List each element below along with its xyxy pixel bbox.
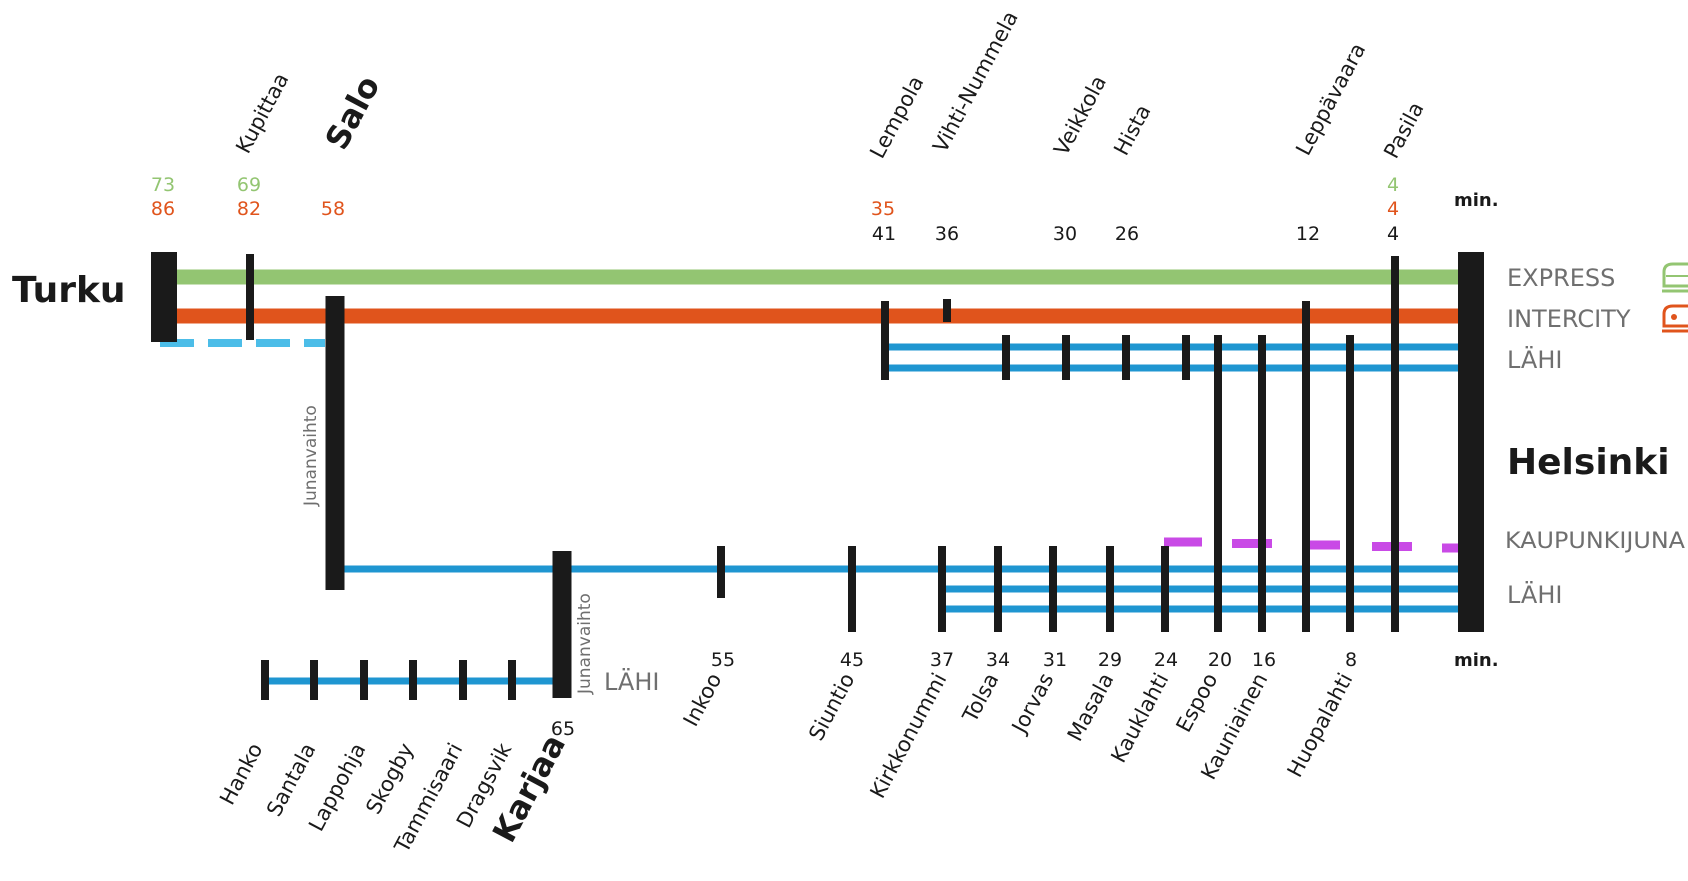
travel-time-bottom: 16 — [1252, 649, 1276, 671]
station-label-espoo: Espoo — [1172, 669, 1223, 736]
travel-time-bottom: 37 — [930, 649, 954, 671]
travel-time-lahi: 26 — [1115, 223, 1139, 245]
station-label-kupittaa: Kupittaa — [231, 69, 293, 157]
legend-express: EXPRESS — [1507, 264, 1615, 292]
travel-time-intercity: 35 — [871, 198, 895, 220]
travel-time-lahi: 4 — [1387, 223, 1399, 245]
station-bar-karjaa — [552, 551, 572, 698]
station-tick-pasila — [1391, 256, 1399, 632]
transfer-label-salo: Junanvaihto — [301, 405, 321, 507]
station-tick-masala — [1106, 546, 1114, 632]
station-label-jorvas: Jorvas — [1006, 669, 1058, 738]
travel-time-bottom: 31 — [1043, 649, 1067, 671]
station-label-siuntio: Siuntio — [804, 669, 859, 744]
station-label-veikkola: Veikkola — [1049, 72, 1111, 160]
legend-intercity: INTERCITY — [1507, 305, 1631, 333]
terminus-bar-turku — [151, 252, 177, 342]
travel-time-express: 69 — [237, 174, 261, 196]
travel-time-bottom: 55 — [711, 649, 735, 671]
station-label-leppavaara: Leppävaara — [1291, 39, 1370, 159]
travel-time-bottom: 65 — [551, 718, 575, 740]
train-icon — [1662, 262, 1688, 293]
station-label-masala: Masala — [1063, 669, 1119, 745]
station-label-lempola: Lempola — [865, 72, 928, 162]
terminus-label-helsinki: Helsinki — [1507, 442, 1670, 483]
station-label-hanko: Hanko — [215, 739, 267, 809]
travel-time-bottom: 20 — [1208, 649, 1232, 671]
station-tick-leppavaara — [1302, 301, 1310, 632]
station-label-inkoo: Inkoo — [679, 669, 727, 730]
travel-time-bottom: 24 — [1154, 649, 1178, 671]
station-label-salo: Salo — [318, 69, 388, 155]
station-label-hista: Hista — [1109, 101, 1155, 160]
station-tick-lahi-stop — [1002, 335, 1010, 380]
station-tick-huopalahti — [1346, 335, 1354, 632]
station-bar-salo — [325, 296, 345, 590]
travel-time-lahi: 41 — [872, 223, 896, 245]
travel-time-intercity: 58 — [321, 198, 345, 220]
travel-time-lahi: 30 — [1053, 223, 1077, 245]
station-tick-lempola — [881, 301, 889, 380]
station-tick-tolsa — [994, 546, 1002, 632]
legend-lahi-branch: LÄHI — [604, 667, 659, 696]
transfer-label-karjaa: Junanvaihto — [575, 593, 595, 695]
station-tick-veikkola — [1062, 335, 1070, 380]
unit-label-bottom: min. — [1454, 650, 1499, 671]
terminus-bar-helsinki — [1458, 252, 1484, 632]
legend-kaupunkijuna: KAUPUNKIJUNA — [1505, 529, 1685, 554]
legend-lahi-bottom: LÄHI — [1507, 580, 1562, 609]
terminus-label-turku: Turku — [12, 270, 126, 311]
intercity-train-icon — [1662, 304, 1688, 333]
station-label-vihti-nummela: Vihti-Nummela — [928, 7, 1023, 156]
station-tick-lahi-stop — [1182, 335, 1190, 380]
travel-time-bottom: 45 — [840, 649, 864, 671]
station-tick-kupittaa — [246, 254, 254, 340]
travel-time-lahi: 12 — [1296, 223, 1320, 245]
travel-time-express: 4 — [1387, 174, 1399, 196]
station-tick-dragsvik — [508, 660, 516, 700]
station-label-kirkkonummi: Kirkkonummi — [865, 669, 951, 802]
travel-time-bottom: 34 — [986, 649, 1010, 671]
station-tick-hista — [1122, 335, 1130, 380]
station-label-huopalahti: Huopalahti — [1283, 669, 1358, 781]
station-tick-lappohja — [360, 660, 368, 700]
unit-label-top: min. — [1454, 190, 1499, 211]
station-tick-kirkkonummi — [938, 546, 946, 632]
station-label-tolsa: Tolsa — [957, 669, 1003, 727]
travel-time-express: 73 — [151, 174, 175, 196]
station-tick-vihti-nummela — [943, 299, 951, 322]
travel-time-intercity: 86 — [151, 198, 175, 220]
travel-time-lahi: 36 — [935, 223, 959, 245]
station-tick-kauniainen — [1258, 335, 1266, 632]
station-tick-tammisaari — [459, 660, 467, 700]
travel-time-intercity: 82 — [237, 198, 261, 220]
station-label-pasila: Pasila — [1379, 98, 1428, 162]
station-tick-siuntio — [848, 546, 856, 632]
travel-time-intercity: 4 — [1387, 198, 1399, 220]
station-tick-inkoo — [717, 546, 725, 598]
legend-lahi-top: LÄHI — [1507, 345, 1562, 374]
station-tick-hanko — [261, 660, 269, 700]
travel-time-bottom: 8 — [1345, 649, 1357, 671]
travel-time-bottom: 29 — [1098, 649, 1122, 671]
station-tick-jorvas — [1049, 546, 1057, 632]
station-tick-kauklahti — [1161, 546, 1169, 632]
station-tick-skogby — [409, 660, 417, 700]
station-tick-santala — [310, 660, 318, 700]
station-tick-espoo — [1214, 335, 1222, 632]
